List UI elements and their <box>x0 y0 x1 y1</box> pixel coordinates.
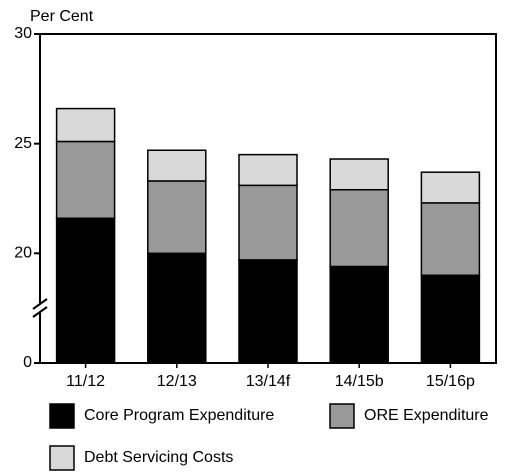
bar-segment <box>329 188 389 268</box>
bar-segment <box>147 149 207 182</box>
legend-swatch <box>49 445 75 471</box>
x-tick-label: 14/15b <box>335 373 384 390</box>
y-tick-label: 0 <box>23 354 32 371</box>
axis-break-gap <box>34 303 46 313</box>
bar-segment <box>420 202 481 277</box>
bar-segment <box>420 171 481 204</box>
bar-segment <box>329 265 389 364</box>
x-tick-label: 15/16p <box>426 373 475 390</box>
legend-swatch <box>329 403 355 429</box>
bar-segment <box>420 274 481 364</box>
x-tick-label: 13/14f <box>246 373 291 390</box>
legend-label: Debt Servicing Costs <box>84 449 233 466</box>
bar-segment <box>238 259 298 364</box>
bar-segment <box>238 184 298 261</box>
axis-break-slash <box>32 298 48 310</box>
bars <box>55 107 481 364</box>
bar-segment <box>55 140 116 219</box>
axis-break <box>32 298 48 318</box>
legend-swatch <box>49 403 75 429</box>
y-tick-label: 30 <box>14 25 32 42</box>
y-axis-label: Per Cent <box>30 8 94 25</box>
bar-segment <box>55 107 116 143</box>
x-tick-label: 11/12 <box>66 373 105 390</box>
axis-break-slash <box>32 306 48 318</box>
bar-segment <box>329 158 389 191</box>
bar-segment <box>238 153 298 187</box>
x-tick-label: 12/13 <box>157 373 197 390</box>
y-tick-label: 25 <box>14 135 32 152</box>
bar-segment <box>147 252 207 364</box>
y-tick-label: 20 <box>14 245 32 262</box>
legend-label: Core Program Expenditure <box>84 407 274 424</box>
legend-label: ORE Expenditure <box>364 407 489 424</box>
bar-segment <box>147 180 207 255</box>
bar-segment <box>55 217 116 364</box>
